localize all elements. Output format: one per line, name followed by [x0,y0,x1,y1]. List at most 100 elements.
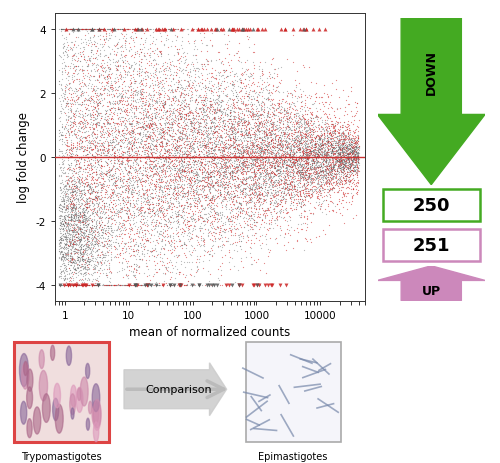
Point [328,149,336,156]
Point [126,200,134,207]
Point [94,66,102,74]
Point [205,105,213,112]
Point [199,97,207,104]
Point [335,151,343,158]
Point [281,198,289,206]
Point [346,169,354,177]
Point [171,112,179,119]
Point [70,118,78,125]
Point [122,154,130,162]
Point [284,222,292,229]
Point [261,214,269,221]
Point [146,282,154,289]
Point [240,152,248,159]
Point [92,266,100,273]
Point [306,131,314,139]
Point [236,209,244,216]
Point [198,140,206,147]
Point [90,196,98,203]
Point [338,158,345,165]
Point [186,168,194,175]
Point [58,26,66,33]
Point [59,260,67,267]
Point [102,282,110,289]
Point [142,100,150,108]
Point [346,166,354,173]
Point [236,201,244,209]
Point [135,176,143,183]
Point [138,63,145,70]
Point [135,176,143,183]
Point [123,263,131,270]
Point [188,177,196,184]
Point [281,153,289,160]
Point [62,242,70,249]
Point [203,175,211,182]
Point [298,144,306,151]
Point [228,200,236,207]
Point [86,212,94,219]
Point [290,113,298,120]
Point [71,266,79,273]
Point [80,156,88,164]
Point [286,159,294,166]
Point [178,26,186,33]
Point [268,160,276,167]
Point [256,224,264,231]
Point [302,219,310,227]
Point [308,162,316,169]
Point [278,160,285,167]
Point [256,162,264,169]
Point [334,158,342,165]
Point [64,170,72,178]
Point [354,150,362,157]
Point [228,206,236,213]
Point [240,185,248,193]
Point [272,122,280,130]
Point [55,95,63,102]
Point [186,116,194,124]
Point [149,172,157,179]
Point [306,114,314,121]
Point [323,139,331,147]
Point [88,152,96,159]
Point [288,156,296,163]
Point [157,98,165,106]
Point [78,244,86,251]
Point [218,246,226,254]
Point [176,151,184,158]
Point [248,161,256,168]
Point [260,142,268,149]
Point [138,182,145,189]
Point [69,258,77,265]
Point [326,130,334,138]
Point [315,125,323,132]
Point [126,246,134,253]
Point [254,175,262,182]
Point [83,112,91,119]
Point [150,158,158,165]
Point [148,247,156,255]
Point [136,239,144,247]
Point [145,123,153,131]
Point [270,75,278,82]
Point [66,150,74,157]
Point [300,26,308,33]
Point [245,194,253,202]
Point [104,132,112,139]
Point [161,226,169,234]
Point [344,163,352,170]
Point [272,200,280,207]
Point [178,113,186,120]
Point [71,232,79,239]
Point [137,50,145,57]
Point [82,201,90,209]
Point [154,181,162,188]
Point [157,98,165,106]
Point [233,184,241,191]
Point [82,138,90,145]
Point [209,200,217,207]
Point [78,208,86,216]
Point [237,164,245,172]
Point [294,147,302,155]
